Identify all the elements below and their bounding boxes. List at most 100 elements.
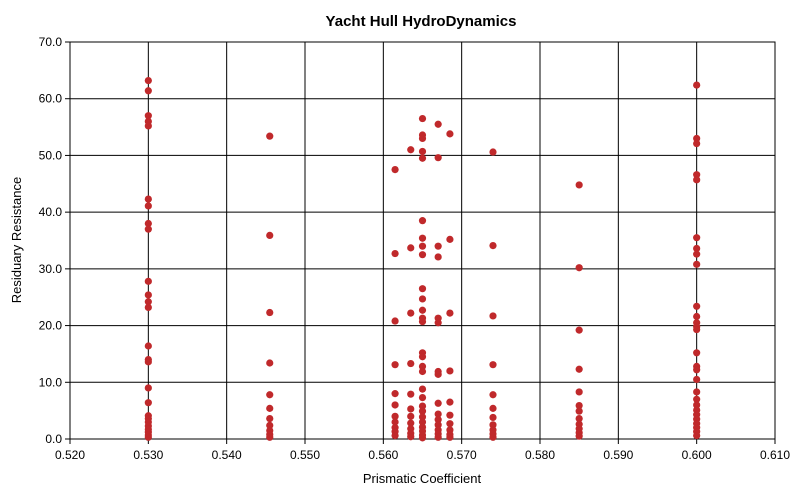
x-tick-label: 0.560 (368, 448, 398, 462)
scatter-point (434, 410, 442, 418)
x-tick-label: 0.530 (133, 448, 163, 462)
scatter-point (434, 421, 442, 429)
scatter-point (693, 234, 701, 242)
scatter-point (489, 312, 497, 320)
scatter-point (434, 399, 442, 407)
scatter-point (144, 277, 152, 285)
scatter-point (693, 302, 701, 310)
scatter-point (418, 242, 427, 250)
scatter-point (266, 414, 274, 423)
scatter-point (693, 139, 701, 148)
scatter-point (266, 404, 274, 412)
scatter-point (391, 412, 399, 420)
x-tick-label: 0.580 (525, 448, 555, 462)
scatter-point (391, 361, 399, 369)
scatter-point (693, 388, 701, 396)
scatter-point (391, 166, 399, 174)
scatter-point (575, 414, 583, 423)
scatter-point (144, 202, 152, 210)
y-tick-label: 20.0 (39, 319, 63, 333)
scatter-point (693, 375, 701, 384)
scatter-point (418, 306, 427, 314)
scatter-point (144, 225, 152, 233)
scatter-point (407, 419, 415, 427)
scatter-point (418, 318, 427, 326)
scatter-point (489, 433, 497, 441)
scatter-point (418, 385, 427, 393)
scatter-point (434, 370, 442, 378)
x-tick-label: 0.590 (603, 448, 633, 462)
scatter-point (693, 431, 701, 440)
data-points (144, 76, 701, 442)
scatter-point (446, 398, 454, 406)
scatter-point (693, 366, 701, 374)
x-tick-label: 0.520 (55, 448, 85, 462)
scatter-point (434, 433, 442, 441)
scatter-point (575, 326, 583, 334)
scatter-point (418, 154, 427, 162)
scatter-point (144, 112, 152, 120)
x-tick-label: 0.550 (290, 448, 320, 462)
y-tick-label: 30.0 (39, 262, 63, 276)
scatter-point (391, 317, 399, 325)
scatter-point (489, 404, 497, 412)
scatter-point (434, 416, 442, 424)
scatter-point (575, 264, 583, 272)
scatter-point (144, 219, 152, 228)
scatter-point (144, 87, 152, 95)
scatter-point (144, 342, 152, 350)
scatter-point (489, 413, 497, 422)
scatter-point (144, 358, 152, 366)
scatter-point (418, 402, 427, 410)
x-tick-label: 0.570 (447, 448, 477, 462)
scatter-point (407, 244, 415, 252)
scatter-point (575, 365, 583, 373)
scatter-point (693, 176, 701, 184)
y-tick-label: 50.0 (39, 148, 63, 162)
scatter-point (391, 401, 399, 409)
scatter-point (446, 411, 454, 419)
scatter-point (434, 253, 442, 261)
y-axis-ticks: 0.0 10.0 20.0 30.0 40.0 50.0 60.0 70.0 (39, 35, 70, 446)
scatter-point (266, 421, 274, 429)
scatter-point (144, 291, 152, 299)
scatter-point (489, 391, 497, 399)
scatter-point (575, 432, 583, 440)
scatter-point (575, 401, 583, 410)
scatter-point (418, 134, 427, 143)
scatter-point (144, 303, 152, 312)
scatter-point (407, 433, 415, 441)
scatter-point (407, 405, 415, 413)
scatter-point (418, 367, 427, 376)
scatter-point (434, 120, 442, 128)
scatter-point (434, 154, 442, 162)
scatter-point (489, 148, 497, 156)
scatter-point (407, 359, 415, 368)
x-axis-ticks: 0.520 0.530 0.540 0.550 0.560 0.570 0.580 0.590… (55, 439, 790, 462)
scatter-point (693, 260, 701, 268)
scatter-point (693, 250, 701, 258)
scatter-point (446, 367, 454, 375)
scatter-point (693, 401, 701, 409)
x-tick-label: 0.540 (212, 448, 242, 462)
scatter-point (407, 309, 415, 317)
scatter-point (418, 251, 427, 259)
scatter-point (418, 295, 427, 303)
scatter-point (693, 395, 701, 403)
scatter-point (266, 231, 274, 239)
scatter-point (144, 122, 152, 130)
scatter-point (446, 433, 454, 441)
scatter-point (693, 171, 701, 179)
y-tick-label: 60.0 (39, 92, 63, 106)
scatter-point (418, 407, 427, 415)
scatter-point (575, 407, 583, 415)
scatter-point (418, 418, 427, 426)
y-tick-label: 70.0 (39, 35, 63, 49)
scatter-point (418, 393, 427, 402)
scatter-point (418, 114, 427, 123)
scatter-point (391, 249, 399, 258)
scatter-point (418, 413, 427, 421)
scatter-point (407, 390, 415, 398)
scatter-point (693, 325, 701, 334)
